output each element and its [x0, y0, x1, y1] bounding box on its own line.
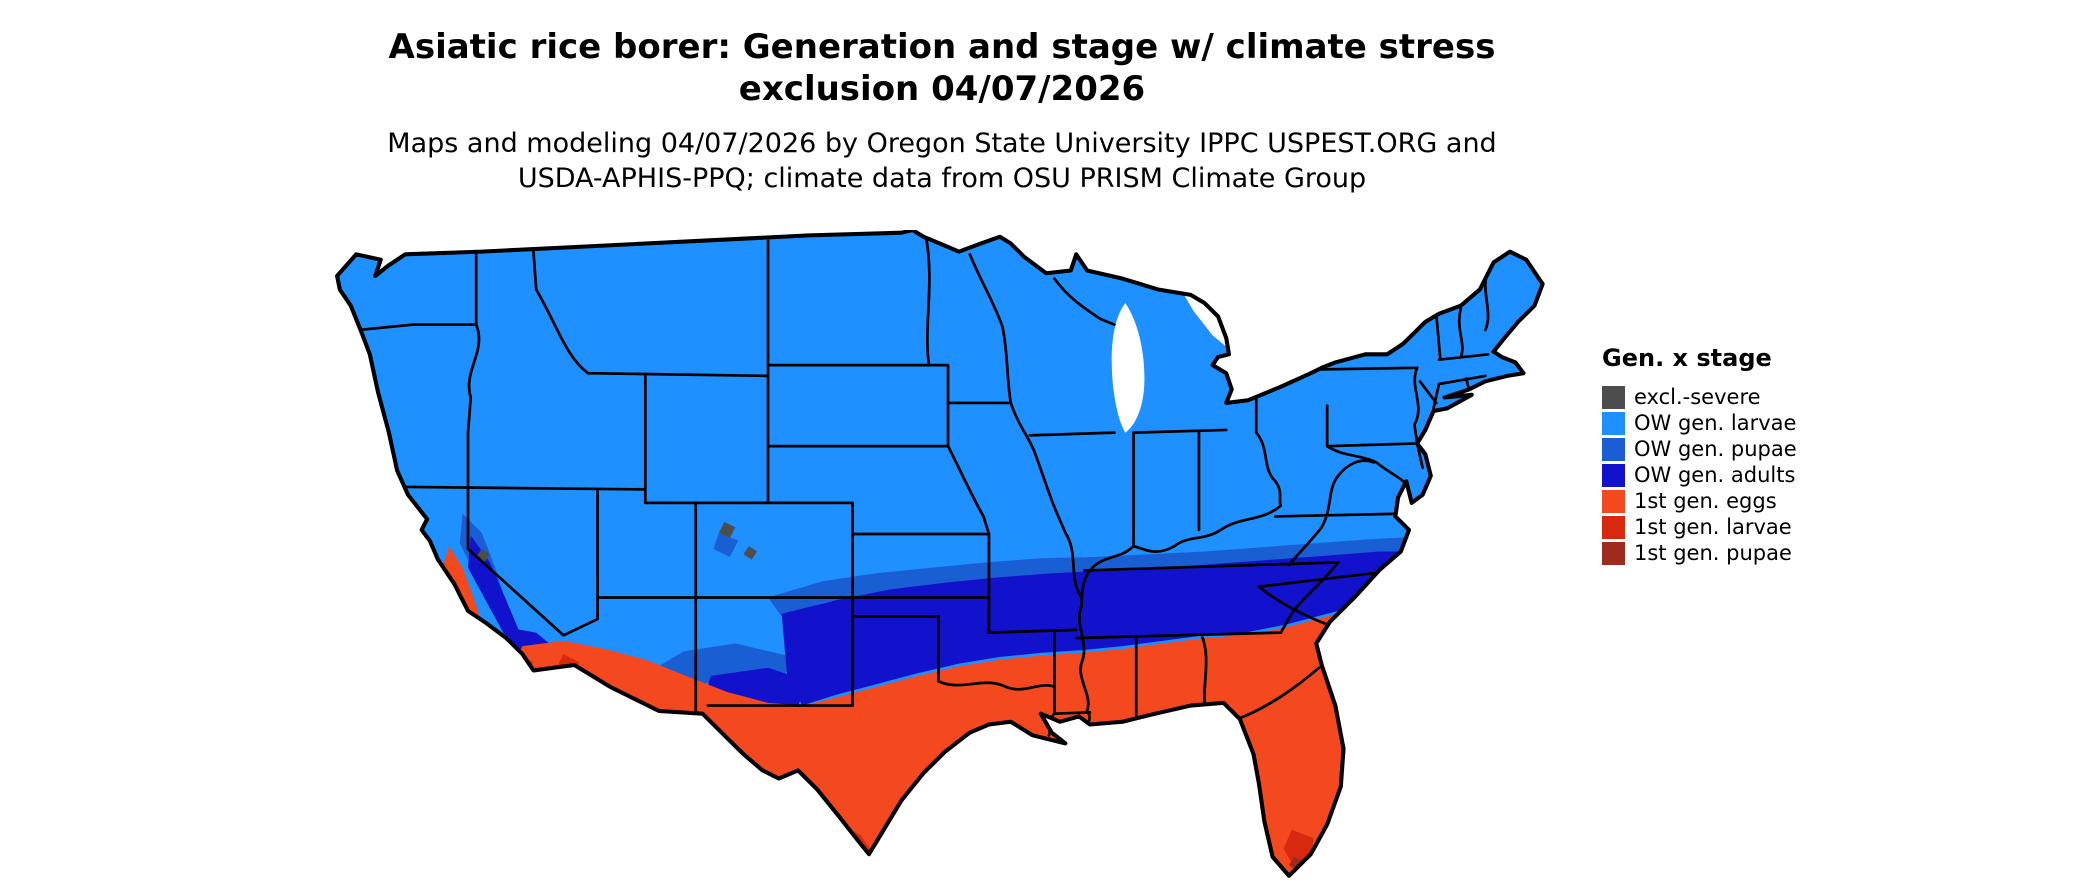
legend-item-label: excl.-severe — [1634, 385, 1761, 409]
zone-excl-severe — [476, 521, 758, 563]
legend-item-label: OW gen. pupae — [1634, 437, 1797, 461]
legend-swatch — [1602, 437, 1625, 461]
title-line-2: exclusion 04/07/2026 — [738, 69, 1146, 109]
subtitle-line-1: Maps and modeling 04/07/2026 by Oregon S… — [387, 128, 1497, 159]
legend-swatch — [1602, 385, 1625, 409]
legend-swatch — [1602, 541, 1625, 565]
zone-1st-gen-pupae — [849, 846, 1309, 874]
legend-swatch — [1602, 411, 1625, 435]
legend-items: excl.-severe OW gen. larvae OW gen. pupae O… — [1602, 384, 1797, 566]
legend-item-label: OW gen. larvae — [1634, 411, 1797, 435]
legend-item: 1st gen. eggs — [1602, 488, 1797, 514]
legend-title: Gen. x stage — [1602, 344, 1772, 372]
state-borders — [357, 236, 1490, 748]
legend-swatch — [1602, 515, 1625, 539]
legend-item-label: 1st gen. pupae — [1634, 541, 1792, 565]
legend-item: 1st gen. pupae — [1602, 540, 1797, 566]
figure-titles: Asiatic rice borer: Generation and stage… — [0, 26, 1884, 196]
legend-swatch — [1602, 489, 1625, 513]
figure-title: Asiatic rice borer: Generation and stage… — [0, 26, 1884, 110]
subtitle-line-2: USDA-APHIS-PPQ; climate data from OSU PR… — [517, 163, 1367, 194]
us-outline — [335, 230, 1545, 878]
legend-item-label: 1st gen. larvae — [1634, 515, 1792, 539]
title-line-1: Asiatic rice borer: Generation and stage… — [388, 27, 1496, 67]
legend-item: excl.-severe — [1602, 384, 1797, 410]
figure-subtitle: Maps and modeling 04/07/2026 by Oregon S… — [0, 126, 1884, 196]
legend-item: OW gen. pupae — [1602, 436, 1797, 462]
legend-item: OW gen. larvae — [1602, 410, 1797, 436]
zone-ow-gen-adults — [397, 508, 1418, 706]
legend-item: OW gen. adults — [1602, 462, 1797, 488]
legend-item-label: 1st gen. eggs — [1634, 489, 1777, 513]
legend-item: 1st gen. larvae — [1602, 514, 1797, 540]
us-map — [335, 230, 1545, 878]
legend: Gen. x stage excl.-severe OW gen. larvae O… — [1602, 344, 1797, 566]
legend-item-label: OW gen. adults — [1634, 463, 1796, 487]
zone-1st-gen-larvae — [487, 640, 1314, 868]
legend-swatch — [1602, 463, 1625, 487]
zone-ow-gen-pupae — [405, 513, 1418, 690]
great-lakes — [1111, 292, 1229, 433]
